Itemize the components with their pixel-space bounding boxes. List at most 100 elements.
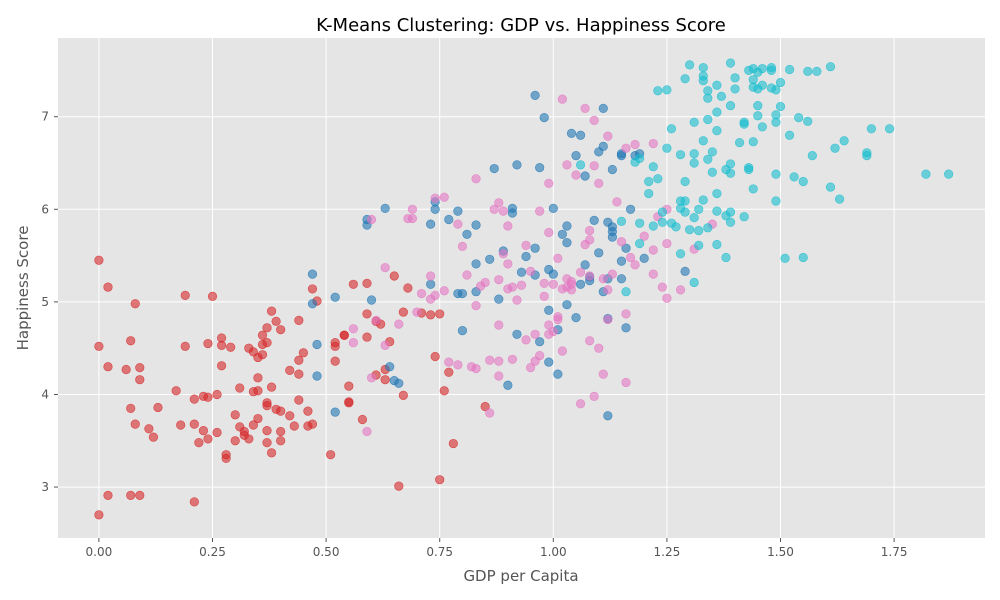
data-point bbox=[330, 356, 340, 366]
data-point bbox=[412, 307, 422, 317]
data-point bbox=[285, 411, 295, 421]
data-point bbox=[803, 66, 813, 76]
data-point bbox=[794, 113, 804, 123]
data-point bbox=[94, 255, 104, 265]
data-point bbox=[589, 391, 599, 401]
data-point bbox=[725, 168, 736, 178]
data-point bbox=[189, 419, 199, 429]
data-point bbox=[339, 330, 349, 340]
data-point bbox=[253, 413, 263, 424]
data-point bbox=[126, 490, 136, 501]
data-point bbox=[884, 124, 895, 134]
data-point bbox=[739, 117, 749, 127]
data-point bbox=[103, 490, 113, 501]
data-point bbox=[257, 350, 268, 360]
x-tick-label: 1.50 bbox=[767, 545, 794, 559]
data-point bbox=[194, 438, 204, 448]
data-point bbox=[721, 252, 731, 263]
data-point bbox=[839, 136, 849, 146]
cluster-2-points bbox=[307, 90, 690, 421]
data-point bbox=[657, 217, 667, 227]
data-point bbox=[457, 325, 468, 336]
data-point bbox=[680, 176, 690, 187]
x-tick-label: 1.25 bbox=[654, 545, 681, 559]
data-point bbox=[212, 389, 222, 400]
data-point bbox=[662, 85, 672, 95]
data-point bbox=[276, 426, 286, 437]
data-point bbox=[657, 282, 667, 292]
data-point bbox=[825, 62, 836, 72]
data-point bbox=[834, 194, 845, 204]
data-point bbox=[598, 369, 608, 379]
data-point bbox=[575, 399, 586, 409]
data-point bbox=[189, 394, 199, 404]
data-point bbox=[798, 252, 808, 263]
data-point bbox=[430, 204, 440, 214]
data-point bbox=[307, 419, 318, 429]
data-point bbox=[544, 305, 554, 315]
data-point bbox=[630, 260, 640, 270]
data-point bbox=[344, 381, 354, 391]
data-point bbox=[362, 278, 372, 288]
data-point bbox=[798, 176, 808, 187]
data-point bbox=[562, 221, 572, 231]
data-point bbox=[494, 275, 504, 285]
data-point bbox=[698, 136, 708, 146]
data-point bbox=[725, 100, 736, 111]
data-point bbox=[689, 117, 699, 127]
data-point bbox=[394, 481, 404, 491]
data-point bbox=[757, 122, 767, 132]
data-point bbox=[525, 266, 536, 276]
data-point bbox=[489, 204, 499, 214]
data-point bbox=[385, 362, 395, 372]
data-point bbox=[244, 434, 254, 444]
data-point bbox=[585, 235, 595, 245]
data-point bbox=[394, 319, 404, 329]
data-point bbox=[575, 267, 586, 277]
data-point bbox=[426, 310, 436, 320]
data-point bbox=[471, 300, 481, 311]
data-point bbox=[444, 367, 454, 377]
data-point bbox=[571, 150, 581, 161]
data-point bbox=[589, 161, 599, 171]
data-point bbox=[680, 74, 690, 84]
data-point bbox=[553, 369, 563, 379]
data-point bbox=[771, 196, 781, 206]
data-point bbox=[430, 290, 440, 301]
data-point bbox=[635, 218, 645, 228]
data-point bbox=[512, 295, 522, 305]
data-point bbox=[276, 406, 286, 416]
data-point bbox=[262, 438, 272, 448]
data-point bbox=[480, 401, 490, 412]
data-point bbox=[630, 139, 640, 150]
data-points bbox=[94, 58, 954, 520]
y-tick-label: 7 bbox=[41, 110, 49, 124]
data-point bbox=[394, 378, 404, 388]
data-point bbox=[494, 356, 504, 366]
data-point bbox=[462, 229, 472, 239]
data-point bbox=[480, 277, 490, 288]
data-point bbox=[130, 419, 140, 429]
data-point bbox=[430, 351, 440, 362]
data-point bbox=[171, 386, 181, 396]
data-point bbox=[398, 307, 408, 317]
data-point bbox=[407, 204, 418, 214]
data-point bbox=[548, 203, 558, 213]
data-point bbox=[535, 337, 545, 347]
data-point bbox=[557, 229, 567, 239]
data-point bbox=[516, 280, 527, 290]
data-point bbox=[675, 249, 686, 259]
data-point bbox=[621, 143, 631, 153]
data-point bbox=[771, 85, 781, 95]
data-point bbox=[566, 128, 577, 138]
data-point bbox=[535, 350, 545, 361]
data-point bbox=[616, 216, 627, 226]
data-point bbox=[621, 287, 631, 297]
data-point bbox=[680, 207, 690, 217]
data-point bbox=[575, 279, 586, 289]
data-point bbox=[866, 124, 876, 134]
data-point bbox=[698, 75, 708, 86]
data-point bbox=[585, 271, 595, 281]
data-point bbox=[689, 277, 699, 288]
